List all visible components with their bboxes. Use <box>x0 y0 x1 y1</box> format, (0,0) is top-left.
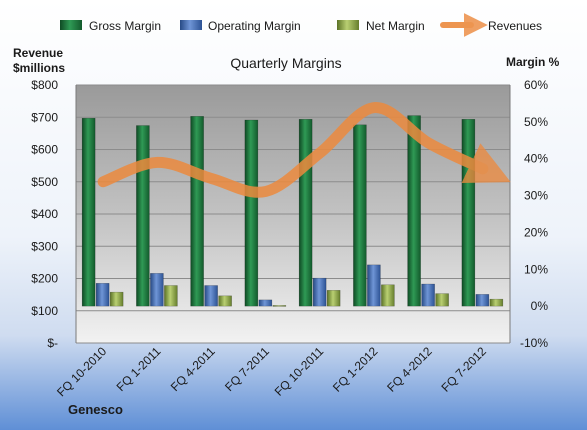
net-margin-bar <box>326 290 341 307</box>
x-tick-label: FQ 7-2011 <box>222 344 272 394</box>
legend: Gross Margin Operating Margin Net Margin… <box>60 13 542 37</box>
net-margin-bar <box>435 293 449 307</box>
net-margin-bar <box>381 284 395 307</box>
left-tick-label: $- <box>47 336 58 350</box>
revenue-line-path <box>97 102 511 198</box>
gross-margin-bar <box>461 119 476 307</box>
right-tick-label: 50% <box>524 115 548 129</box>
x-tick-label: FQ 4-2012 <box>384 344 435 395</box>
left-tick-label: $400 <box>31 207 58 221</box>
gross-margin-bar <box>353 124 367 307</box>
operating-margin-bar <box>204 285 218 307</box>
company-name: Genesco <box>68 402 123 417</box>
net-margin-bar <box>489 298 504 307</box>
x-tick-label: FQ 10-2011 <box>272 344 327 399</box>
x-axis-ticks: FQ 10-2010 FQ 1-2011 FQ 4-2011 FQ 7-2011 FQ … <box>54 344 489 399</box>
operating-margin-bar <box>95 283 110 307</box>
net-margin-bar <box>109 291 124 307</box>
operating-margin-bar <box>312 277 327 307</box>
legend-swatch-gross <box>60 20 82 30</box>
gross-margin-bar <box>136 125 150 307</box>
right-tick-label: 30% <box>524 189 548 203</box>
right-tick-label: 10% <box>524 262 548 276</box>
operating-margin-bar <box>258 299 273 307</box>
legend-swatch-net <box>337 20 359 30</box>
net-margin-bar <box>272 305 287 307</box>
x-tick-label: FQ 10-2010 <box>54 344 109 399</box>
right-tick-label: 60% <box>524 78 548 92</box>
gross-margin-bar <box>190 116 204 307</box>
left-axis-title-line1: Revenue <box>13 46 63 60</box>
legend-label-revenues: Revenues <box>488 19 542 33</box>
x-tick-label: FQ 1-2012 <box>330 344 381 395</box>
net-margin-bar <box>164 285 178 307</box>
legend-label-net: Net Margin <box>366 19 425 33</box>
right-tick-label: 40% <box>524 152 548 166</box>
right-axis-ticks: -10% 0% 10% 20% 30% 40% 50% 60% <box>520 78 548 350</box>
right-tick-label: -10% <box>520 336 548 350</box>
net-margin-bar <box>218 295 232 307</box>
left-tick-label: $600 <box>31 143 58 157</box>
right-tick-label: 20% <box>524 225 548 239</box>
chart-title: Quarterly Margins <box>230 55 341 71</box>
gross-margin-bar <box>244 119 259 307</box>
left-tick-label: $200 <box>31 272 58 286</box>
right-tick-label: 0% <box>531 299 549 313</box>
left-tick-label: $500 <box>31 175 58 189</box>
operating-margin-bar <box>150 273 164 307</box>
operating-margin-bar <box>475 294 490 307</box>
legend-label-gross: Gross Margin <box>89 19 161 33</box>
revenue-line <box>97 102 511 198</box>
left-tick-label: $100 <box>31 304 58 318</box>
left-tick-label: $700 <box>31 110 58 124</box>
gross-margin-bar <box>298 119 313 307</box>
gross-margin-bar <box>81 117 96 307</box>
operating-margin-bar <box>367 264 381 307</box>
right-axis-title: Margin % <box>506 55 560 69</box>
legend-label-operating: Operating Margin <box>208 19 301 33</box>
legend-swatch-operating <box>180 20 202 30</box>
operating-margin-bar <box>421 283 435 307</box>
x-tick-label: FQ 7-2012 <box>439 344 490 395</box>
x-tick-label: FQ 1-2011 <box>114 344 164 394</box>
left-tick-label: $800 <box>31 78 58 92</box>
gross-margin-bar <box>407 115 421 307</box>
left-tick-label: $300 <box>31 239 58 253</box>
left-axis-ticks: $- $100 $200 $300 $400 $500 $600 $700 $800 <box>31 78 58 350</box>
x-tick-label: FQ 4-2011 <box>168 344 218 394</box>
left-axis-title-line2: $millions <box>13 61 65 75</box>
